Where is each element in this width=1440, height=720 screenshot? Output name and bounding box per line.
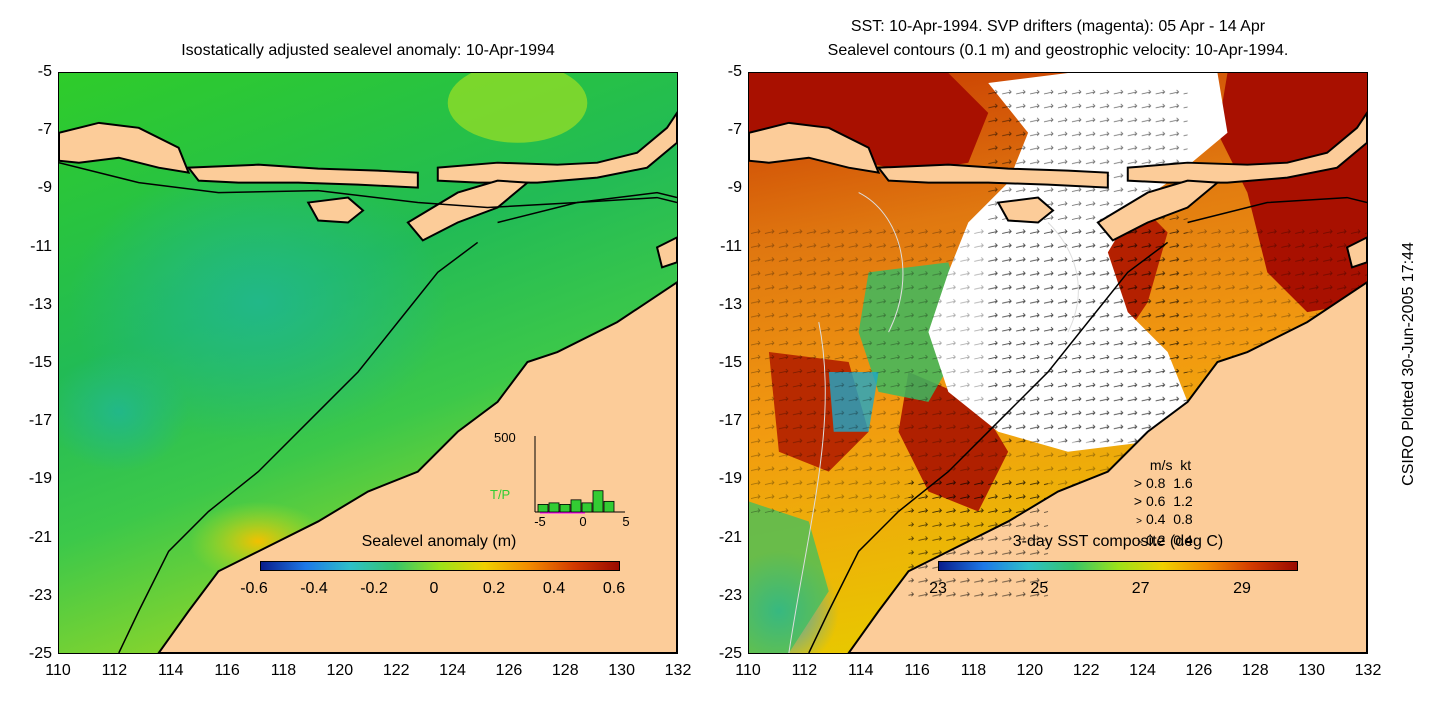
- histogram-bar: [537, 504, 549, 513]
- tp-histogram: [534, 436, 625, 514]
- velocity-legend-row: >0.4 0.8: [1136, 511, 1193, 527]
- y-tick-label: -23: [28, 586, 52, 604]
- x-tick-label: 122: [382, 662, 410, 679]
- colorbar-tick-label: 0.6: [602, 580, 626, 597]
- velocity-unit-kt: kt: [1180, 457, 1192, 473]
- histogram-bar: [559, 504, 571, 513]
- y-tick-label: -15: [28, 354, 52, 371]
- sealevel-colorbar: [260, 561, 620, 571]
- x-tick-label: 126: [495, 662, 523, 679]
- y-tick-label: -17: [718, 412, 742, 430]
- colorbar-tick-label: 29: [1233, 580, 1251, 597]
- velocity-kt-value: 1.2: [1173, 493, 1193, 509]
- y-tick-label: -19: [718, 470, 742, 488]
- x-tick-label: 110: [45, 662, 71, 679]
- x-tick-label: 120: [1016, 662, 1044, 679]
- x-tick-label: 124: [439, 662, 466, 679]
- x-tick-label: 130: [1298, 662, 1325, 679]
- velocity-legend-header: m/s kt: [1126, 456, 1193, 474]
- sealevel-anomaly-map: [58, 72, 678, 654]
- left-map-title: Isostatically adjusted sealevel anomaly:…: [181, 42, 555, 59]
- velocity-ms-value: 0.2: [1146, 532, 1166, 548]
- colorbar-tick-label: -0.2: [360, 580, 388, 597]
- colorbar-tick-label: 0.2: [482, 580, 506, 597]
- velocity-ms-value: 0.4: [1146, 511, 1166, 527]
- velocity-legend-row: >0.8 1.6: [1133, 475, 1193, 491]
- y-tick-label: -13: [28, 295, 52, 313]
- x-tick-label: 130: [608, 662, 635, 679]
- australia-land-left: [157, 281, 677, 653]
- sst-colorbar: [938, 561, 1298, 571]
- x-tick-label: 110: [735, 662, 761, 679]
- histogram-x-tick: -5: [534, 514, 546, 529]
- colorbar-tick-label: 23: [929, 580, 947, 597]
- x-tick-label: 120: [326, 662, 354, 679]
- x-tick-label: 112: [101, 662, 128, 679]
- velocity-legend-row: >0.6 1.2: [1133, 493, 1193, 509]
- x-tick-label: 118: [270, 662, 297, 679]
- y-tick-label: -21: [718, 528, 742, 546]
- velocity-unit-ms: m/s: [1149, 457, 1173, 473]
- velocity-kt-value: 0.8: [1173, 511, 1193, 527]
- y-tick-label: -5: [727, 63, 742, 80]
- y-tick-label: -7: [37, 121, 52, 139]
- right-map-title-line2: Sealevel contours (0.1 m) and geostrophi…: [827, 42, 1289, 59]
- colorbar-tick-label: 0: [429, 580, 439, 597]
- y-tick-label: -15: [718, 354, 742, 371]
- histogram-x-tick: 0: [579, 514, 587, 529]
- velocity-ms-value: 0.6: [1146, 493, 1166, 509]
- histogram-bar: [570, 499, 582, 513]
- velocity-ms-value: 0.8: [1146, 475, 1166, 491]
- y-tick-label: -11: [30, 237, 52, 255]
- sealevel-anomaly-map-canvas: [59, 73, 677, 653]
- velocity-legend: m/s kt >0.8 1.6 >0.6 1.2 >0.4 0.8 >0.2 0…: [1126, 456, 1193, 552]
- velocity-legend-row: >0.2 0.4: [1137, 532, 1193, 548]
- colorbar-tick-label: -0.6: [240, 580, 268, 597]
- histogram-bar: [592, 490, 604, 513]
- sst-composite-map-canvas: [749, 73, 1367, 653]
- y-tick-label: -9: [727, 179, 742, 197]
- y-tick-label: -9: [37, 179, 52, 197]
- y-tick-label: -25: [28, 645, 52, 662]
- y-tick-label: -7: [727, 121, 742, 139]
- credit-text: CSIRO Plotted 30-Jun-2005 17:44: [1400, 242, 1417, 486]
- y-tick-label: -17: [28, 412, 52, 430]
- histogram-bar: [548, 502, 560, 513]
- x-tick-label: 114: [847, 662, 874, 679]
- sst-composite-map: [748, 72, 1368, 654]
- colorbar-tick-label: 0.4: [542, 580, 566, 597]
- y-tick-label: -21: [28, 528, 52, 546]
- histogram-max-label: 500: [494, 430, 516, 445]
- x-tick-label: 126: [1185, 662, 1213, 679]
- x-tick-label: 116: [904, 662, 930, 679]
- colorbar-tick-label: 25: [1030, 580, 1049, 597]
- y-tick-label: -19: [28, 470, 52, 488]
- x-tick-label: 116: [214, 662, 240, 679]
- y-tick-label: -11: [720, 237, 742, 255]
- velocity-kt-value: 1.6: [1173, 475, 1193, 491]
- x-tick-label: 124: [1129, 662, 1156, 679]
- histogram-tp-label: T/P: [490, 487, 511, 502]
- right-map-title-line1: SST: 10-Apr-1994. SVP drifters (magenta)…: [850, 18, 1266, 35]
- x-tick-label: 132: [1354, 662, 1382, 679]
- y-tick-label: -25: [718, 645, 742, 662]
- x-tick-label: 128: [1241, 662, 1269, 679]
- histogram-x-tick: 5: [622, 514, 630, 529]
- histogram-bar: [581, 502, 593, 513]
- velocity-kt-value: 0.4: [1173, 532, 1193, 548]
- x-tick-label: 114: [157, 662, 184, 679]
- y-tick-label: -23: [718, 586, 742, 604]
- y-tick-label: -13: [718, 295, 742, 313]
- x-tick-label: 132: [664, 662, 692, 679]
- sealevel-colorbar-title: Sealevel anomaly (m): [361, 533, 517, 550]
- x-tick-label: 112: [791, 662, 818, 679]
- y-tick-label: -5: [37, 63, 52, 80]
- x-tick-label: 122: [1072, 662, 1100, 679]
- x-tick-label: 128: [551, 662, 579, 679]
- histogram-bar: [603, 500, 615, 513]
- sst-colorbar-title: 3-day SST composite (deg C): [1012, 533, 1224, 550]
- x-tick-label: 118: [960, 662, 987, 679]
- colorbar-tick-label: -0.4: [300, 580, 328, 597]
- colorbar-tick-label: 27: [1131, 580, 1150, 597]
